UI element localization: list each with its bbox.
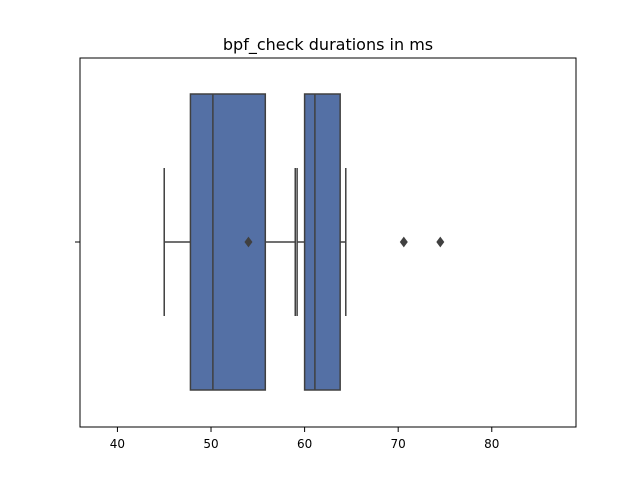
x-tick-label: 40 [110, 437, 125, 451]
x-tick-label: 60 [297, 437, 312, 451]
x-tick-label: 80 [484, 437, 499, 451]
box-iqr [189, 93, 267, 391]
plot-area [163, 93, 445, 391]
chart-title: bpf_check durations in ms [223, 35, 433, 55]
outlier-point [399, 236, 408, 248]
x-tick-label: 50 [203, 437, 218, 451]
box-iqr [303, 93, 341, 391]
x-axis: 40 50 60 70 80 [110, 427, 499, 451]
outlier-point [436, 236, 445, 248]
x-tick-label: 70 [391, 437, 406, 451]
outlier-point [244, 236, 253, 248]
